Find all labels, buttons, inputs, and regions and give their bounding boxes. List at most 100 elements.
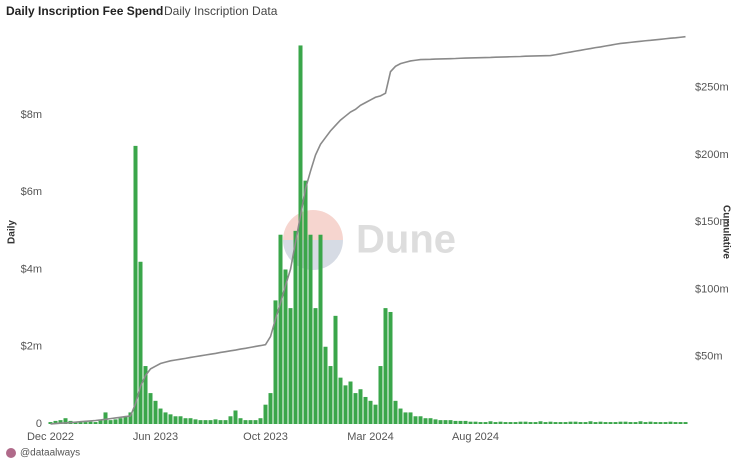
bar	[113, 419, 118, 424]
tab[interactable]: Daily Inscription Data	[164, 4, 278, 18]
bar	[313, 308, 318, 424]
bar	[83, 422, 88, 424]
x-tick-label: Dec 2022	[27, 431, 74, 443]
bar	[218, 420, 223, 424]
bar	[228, 416, 233, 424]
cumulative-line	[50, 35, 686, 425]
bar	[303, 180, 308, 424]
bar	[198, 420, 203, 424]
y-tick-label: $4m	[21, 263, 42, 275]
bar	[153, 400, 158, 424]
bar	[173, 416, 178, 424]
bar	[123, 416, 128, 424]
bar	[233, 410, 238, 424]
bar	[93, 422, 98, 424]
bar	[58, 420, 63, 424]
bar	[333, 315, 338, 424]
bar	[523, 421, 528, 424]
bar	[213, 419, 218, 424]
bar	[653, 422, 658, 424]
y-tick-label: $8m	[21, 109, 42, 121]
bar	[103, 412, 108, 424]
bar	[593, 422, 598, 424]
bar	[488, 421, 493, 424]
bar	[408, 412, 413, 424]
bar	[373, 404, 378, 424]
bar	[298, 45, 303, 424]
bar	[513, 422, 518, 424]
bar	[603, 422, 608, 424]
bar	[168, 414, 173, 424]
bar	[88, 421, 93, 424]
bar	[143, 366, 148, 424]
bar	[578, 422, 583, 424]
bar	[433, 419, 438, 424]
bar	[358, 389, 363, 424]
bar	[338, 377, 343, 424]
y2-tick-label: $150m	[695, 216, 729, 228]
bar	[188, 418, 193, 424]
logo-bottom	[283, 240, 343, 270]
x-tick-label: Jun 2023	[133, 431, 178, 443]
bar	[278, 234, 283, 424]
bar	[133, 145, 138, 424]
y2-tick-label: $250m	[695, 82, 729, 94]
bar	[683, 422, 688, 424]
bar	[453, 420, 458, 424]
bar	[543, 422, 548, 424]
bar	[623, 421, 628, 424]
bar	[348, 381, 353, 424]
bar	[563, 422, 568, 424]
bar	[568, 421, 573, 424]
bar	[273, 300, 278, 424]
bar	[223, 420, 228, 424]
bar	[468, 421, 473, 424]
bar	[483, 422, 488, 424]
x-tick-label: Aug 2024	[452, 431, 499, 443]
bar	[178, 416, 183, 424]
bar	[673, 422, 678, 424]
bar	[323, 346, 328, 424]
bar	[363, 396, 368, 424]
bar	[128, 412, 133, 424]
bar	[443, 420, 448, 424]
bar	[558, 422, 563, 424]
bar	[238, 418, 243, 424]
bar	[98, 420, 103, 424]
bar	[458, 420, 463, 424]
bar	[538, 421, 543, 424]
bar	[668, 421, 673, 424]
bar	[108, 420, 113, 424]
bar	[643, 422, 648, 424]
bar	[553, 422, 558, 424]
y-tick-label: 0	[36, 418, 42, 430]
bar	[258, 418, 263, 424]
bar	[503, 422, 508, 424]
tab[interactable]: Daily Inscription Fee Spend	[6, 4, 163, 18]
bar	[628, 422, 633, 424]
bar	[268, 393, 273, 424]
bar	[148, 393, 153, 424]
credit: @dataalways	[20, 448, 80, 459]
bar	[648, 421, 653, 424]
bar	[613, 422, 618, 424]
bar	[633, 422, 638, 424]
bar	[403, 412, 408, 424]
bar	[478, 422, 483, 424]
bar	[573, 421, 578, 424]
bar	[203, 420, 208, 424]
bar	[493, 422, 498, 424]
y2-axis-title: Cumulative	[720, 205, 731, 259]
bar	[353, 393, 358, 424]
bar	[508, 422, 513, 424]
bar	[163, 412, 168, 424]
bar	[548, 421, 553, 424]
bar	[678, 422, 683, 424]
bar	[193, 419, 198, 424]
bar	[638, 421, 643, 424]
bar	[293, 230, 298, 424]
bar	[393, 400, 398, 424]
bar	[53, 420, 58, 424]
bar	[438, 420, 443, 424]
